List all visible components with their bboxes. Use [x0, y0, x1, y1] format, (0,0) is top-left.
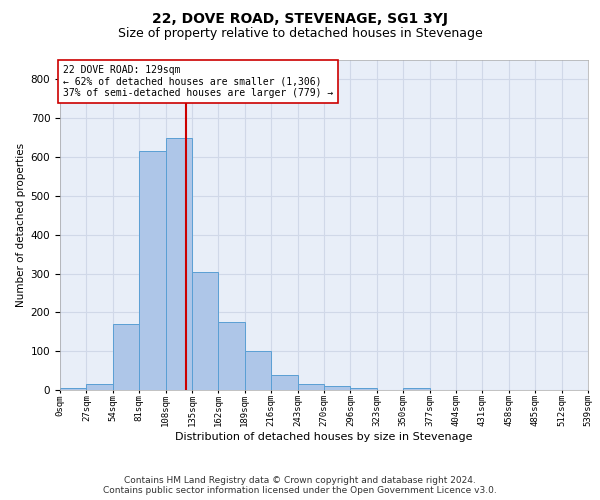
Bar — [218, 322, 245, 390]
Bar — [271, 375, 298, 390]
Bar — [139, 151, 166, 390]
Bar — [350, 388, 377, 390]
Text: Size of property relative to detached houses in Stevenage: Size of property relative to detached ho… — [118, 28, 482, 40]
Bar — [60, 388, 86, 390]
Bar — [192, 272, 218, 390]
Bar — [166, 138, 192, 390]
Text: 22 DOVE ROAD: 129sqm
← 62% of detached houses are smaller (1,306)
37% of semi-de: 22 DOVE ROAD: 129sqm ← 62% of detached h… — [62, 65, 333, 98]
Y-axis label: Number of detached properties: Number of detached properties — [16, 143, 26, 307]
Bar — [86, 384, 113, 390]
Bar — [298, 384, 324, 390]
Text: 22, DOVE ROAD, STEVENAGE, SG1 3YJ: 22, DOVE ROAD, STEVENAGE, SG1 3YJ — [152, 12, 448, 26]
Bar — [245, 351, 271, 390]
X-axis label: Distribution of detached houses by size in Stevenage: Distribution of detached houses by size … — [175, 432, 473, 442]
Bar — [403, 388, 430, 390]
Bar — [324, 386, 350, 390]
Bar — [113, 324, 139, 390]
Text: Contains HM Land Registry data © Crown copyright and database right 2024.
Contai: Contains HM Land Registry data © Crown c… — [103, 476, 497, 495]
